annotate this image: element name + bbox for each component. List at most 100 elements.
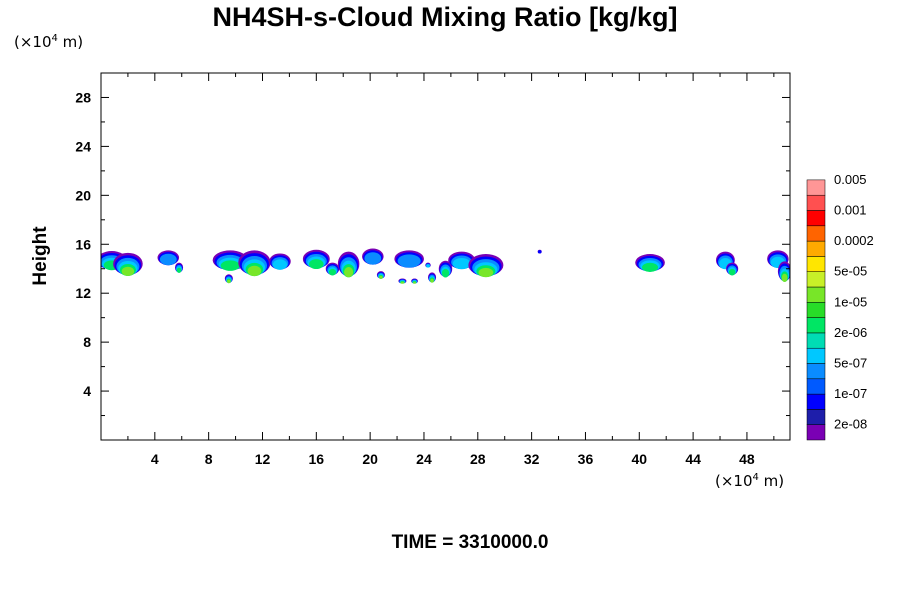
cloud-7 [224, 274, 233, 284]
legend-label: 5e-07 [834, 356, 867, 371]
y-tick-label: 4 [83, 383, 91, 399]
cloud-band [272, 259, 288, 270]
cloud-band [379, 275, 383, 279]
legend-swatch [806, 286, 826, 303]
legend-label: 1e-07 [834, 386, 867, 401]
legend-swatch [806, 363, 826, 380]
cloud-14 [425, 262, 431, 268]
y-tick-label: 8 [83, 334, 91, 350]
cloud-band [397, 254, 421, 268]
cloud-band [227, 279, 231, 284]
cloud-12 [376, 271, 385, 279]
legend-label: 1e-05 [834, 294, 867, 309]
x-tick-label: 8 [205, 451, 213, 467]
cloud-19 [448, 251, 476, 270]
legend-label: 0.0002 [834, 233, 874, 248]
legend-swatch [806, 179, 826, 196]
y-unit-prefix: (×10 [14, 33, 52, 51]
cloud-band [159, 253, 177, 266]
cloud-band [430, 278, 434, 283]
cloud-6 [269, 253, 291, 270]
cloud-band [176, 267, 182, 273]
legend-swatch [806, 256, 826, 272]
x-tick-label: 24 [416, 451, 432, 467]
cloud-band [364, 252, 382, 265]
legend-label: 5e-05 [834, 264, 867, 279]
cloud-1 [113, 252, 143, 276]
legend-swatch [806, 240, 826, 257]
y-unit-exponent: 4 [51, 33, 58, 44]
time-label: TIME = 3310000.0 [391, 532, 549, 553]
cloud-24 [726, 262, 739, 276]
cloud-11 [362, 248, 384, 265]
x-tick-label: 12 [255, 451, 271, 467]
cloud-8 [302, 249, 330, 270]
legend-swatch [806, 302, 826, 318]
cloud-band [426, 264, 430, 268]
cloud-band [247, 265, 262, 277]
cloud-13 [394, 250, 424, 268]
cloud-band [309, 259, 324, 270]
cloud-band [728, 268, 736, 276]
cloud-band [220, 260, 240, 271]
x-tick-label: 40 [631, 451, 647, 467]
cloud-17 [428, 272, 437, 283]
cloud-band [452, 257, 471, 270]
legend-swatch [806, 210, 826, 227]
legend-swatch [806, 347, 826, 364]
legend-swatch [806, 393, 826, 410]
legend-swatch [806, 271, 826, 288]
x-axis-unit: (×104 m) [715, 472, 784, 490]
cloud-band [441, 268, 450, 278]
cloud-10 [337, 251, 360, 278]
x-unit-suffix: m) [758, 472, 785, 490]
legend-swatch [806, 194, 826, 211]
cloud-9 [325, 262, 340, 276]
legend-label: 0.005 [834, 172, 867, 187]
cloud-field [101, 248, 790, 284]
cloud-21 [537, 249, 542, 254]
cloud-2 [157, 250, 180, 266]
cloud-band [537, 250, 542, 254]
x-tick-label: 36 [578, 451, 594, 467]
x-tick-label: 4 [151, 451, 159, 467]
cloud-3 [175, 262, 184, 273]
y-tick-label: 24 [75, 138, 91, 154]
cloud-band [413, 281, 416, 284]
chart-title: NH4SH-s-Cloud Mixing Ratio [kg/kg] [212, 2, 678, 32]
legend-swatch [806, 332, 826, 349]
y-tick-label: 12 [75, 285, 91, 301]
legend-swatch [806, 225, 826, 242]
cloud-22 [635, 254, 665, 273]
legend-label: 0.001 [834, 203, 867, 218]
legend-label: 2e-06 [834, 325, 867, 340]
x-unit-exponent: 4 [752, 472, 759, 483]
x-tick-label: 48 [739, 451, 755, 467]
x-tick-label: 44 [685, 451, 701, 467]
cloud-5 [238, 250, 271, 277]
cloud-band [478, 267, 494, 278]
cloud-16 [411, 278, 418, 284]
x-unit-prefix: (×10 [715, 472, 753, 490]
y-tick-label: 16 [75, 236, 91, 252]
x-tick-label: 20 [362, 451, 378, 467]
cloud-band [781, 273, 788, 282]
legend-label: 2e-08 [834, 417, 867, 432]
plot-frame [100, 72, 791, 441]
legend-swatch [806, 409, 826, 425]
x-axis: 4 8 12 16 20 24 28 32 36 40 44 48 [127, 73, 775, 467]
legend-swatch [806, 424, 826, 441]
x-tick-label: 32 [524, 451, 540, 467]
cloud-18 [438, 260, 453, 278]
x-tick-label: 16 [309, 451, 325, 467]
cloud-band [328, 268, 337, 276]
cloud-band [344, 267, 354, 278]
cloud-26 [777, 261, 790, 282]
y-axis-unit: (×104 m) [14, 33, 83, 51]
cloud-band [121, 266, 135, 276]
legend-swatch [806, 378, 826, 395]
y-tick-label: 20 [75, 187, 91, 203]
y-tick-label: 28 [75, 89, 91, 105]
cloud-4 [212, 250, 248, 271]
